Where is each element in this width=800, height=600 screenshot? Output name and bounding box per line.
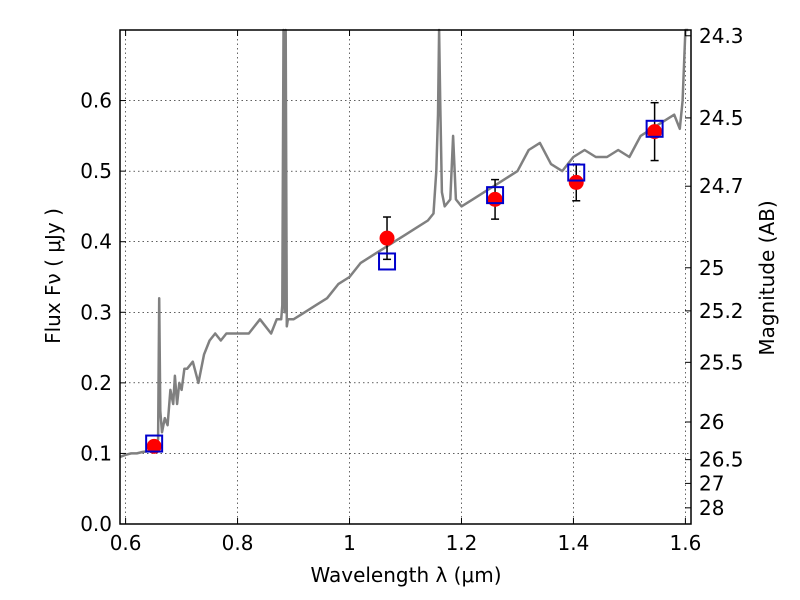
y-tick-label: 0.2 xyxy=(80,371,112,395)
plot-frame xyxy=(119,29,692,525)
y-tick-label: 0.6 xyxy=(80,89,112,113)
observed-point xyxy=(647,124,663,140)
y-axis-label: Flux Fν ( μJy ) xyxy=(41,208,65,344)
x-tick-label: 1.2 xyxy=(446,531,478,555)
mag-tick-label: 26.5 xyxy=(699,448,744,472)
mag-tick-label: 24.7 xyxy=(699,174,744,198)
x-tick-label: 1.6 xyxy=(669,531,701,555)
mag-tick-label: 28 xyxy=(699,496,724,520)
ticks-layer: 0.6 0.8 1 1.2 1.4 1.6 0.0 0.1 0.2 0.3 0.4 0.5 0.6 24.… xyxy=(80,24,743,555)
y-tick-label: 0.3 xyxy=(80,300,112,324)
observed-point xyxy=(146,438,162,454)
x-tick-label: 0.6 xyxy=(110,531,142,555)
y-tick-label: 0.1 xyxy=(80,441,112,465)
model-point xyxy=(645,119,664,138)
model-spectrum-line xyxy=(119,28,689,459)
grid xyxy=(120,30,691,525)
x-axis-label: Wavelength λ (μm) xyxy=(310,563,501,587)
mag-tick-label: 25 xyxy=(699,256,724,280)
mag-tick-label: 24.3 xyxy=(699,24,744,48)
points-layer xyxy=(145,101,664,454)
model-point xyxy=(145,434,164,453)
model-point xyxy=(378,252,397,271)
model-point xyxy=(567,163,586,182)
x-tick-label: 1.4 xyxy=(558,531,590,555)
mag-tick-label: 24.5 xyxy=(699,106,744,130)
magnitude-axis-label: Magnitude (AB) xyxy=(755,200,779,355)
mag-tick-label: 27 xyxy=(699,471,724,495)
observed-point xyxy=(568,174,584,190)
y-tick-label: 0.5 xyxy=(80,159,112,183)
model-point xyxy=(486,186,505,205)
x-tick-label: 0.8 xyxy=(222,531,254,555)
observed-point xyxy=(487,191,503,207)
y-tick-label: 0.4 xyxy=(80,230,112,254)
observed-point xyxy=(379,230,395,246)
mag-tick-label: 25.2 xyxy=(699,299,744,323)
mag-tick-label: 25.5 xyxy=(699,350,744,374)
spectrum-layer xyxy=(119,28,689,459)
x-tick-label: 1 xyxy=(343,531,356,555)
y-tick-label: 0.0 xyxy=(80,512,112,536)
mag-tick-label: 26 xyxy=(699,410,724,434)
